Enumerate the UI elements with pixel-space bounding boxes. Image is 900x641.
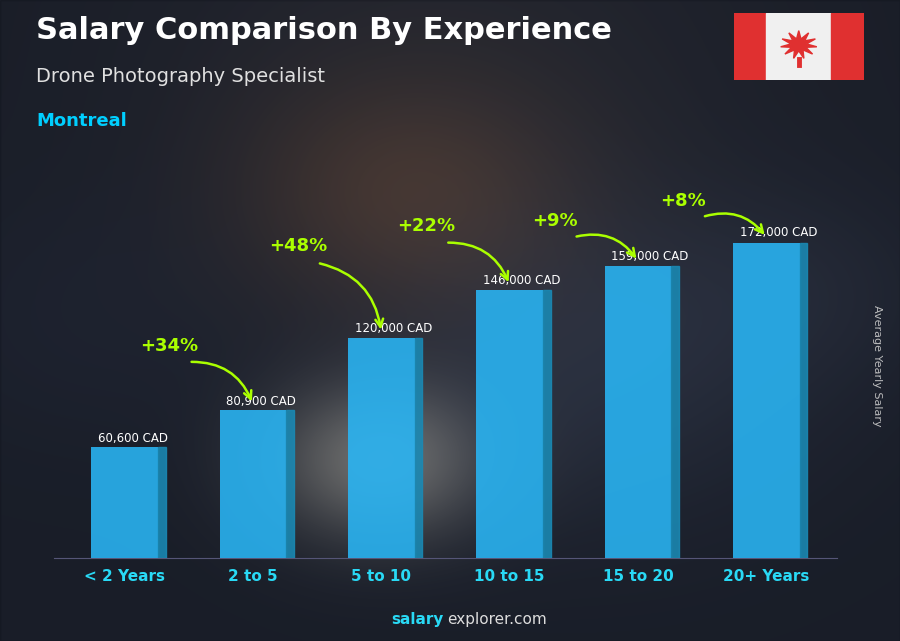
Bar xyxy=(832,13,864,80)
Text: Drone Photography Specialist: Drone Photography Specialist xyxy=(36,67,325,87)
Text: +48%: +48% xyxy=(269,237,327,256)
Text: 80,900 CAD: 80,900 CAD xyxy=(226,395,296,408)
Text: salary: salary xyxy=(392,612,444,627)
Bar xyxy=(605,267,671,558)
Text: 172,000 CAD: 172,000 CAD xyxy=(740,226,817,239)
Text: explorer.com: explorer.com xyxy=(447,612,547,627)
Bar xyxy=(800,243,807,558)
Bar xyxy=(158,447,166,558)
Text: 60,600 CAD: 60,600 CAD xyxy=(98,432,168,445)
Bar xyxy=(91,447,158,558)
Bar xyxy=(766,13,832,80)
Text: +9%: +9% xyxy=(532,212,578,230)
Text: +22%: +22% xyxy=(397,217,455,235)
Text: 159,000 CAD: 159,000 CAD xyxy=(611,250,688,263)
Bar xyxy=(671,267,680,558)
Text: 146,000 CAD: 146,000 CAD xyxy=(483,274,561,287)
Text: Montreal: Montreal xyxy=(36,112,127,130)
Bar xyxy=(220,410,286,558)
Text: Average Yearly Salary: Average Yearly Salary xyxy=(872,304,883,426)
Text: +8%: +8% xyxy=(660,192,706,210)
Text: Salary Comparison By Experience: Salary Comparison By Experience xyxy=(36,16,612,45)
Bar xyxy=(415,338,422,558)
Polygon shape xyxy=(780,31,817,58)
Bar xyxy=(734,13,766,80)
Text: +34%: +34% xyxy=(140,337,199,354)
Bar xyxy=(733,243,800,558)
Bar xyxy=(476,290,543,558)
Bar xyxy=(286,410,294,558)
Bar xyxy=(348,338,415,558)
Bar xyxy=(543,290,551,558)
Text: 120,000 CAD: 120,000 CAD xyxy=(355,322,432,335)
